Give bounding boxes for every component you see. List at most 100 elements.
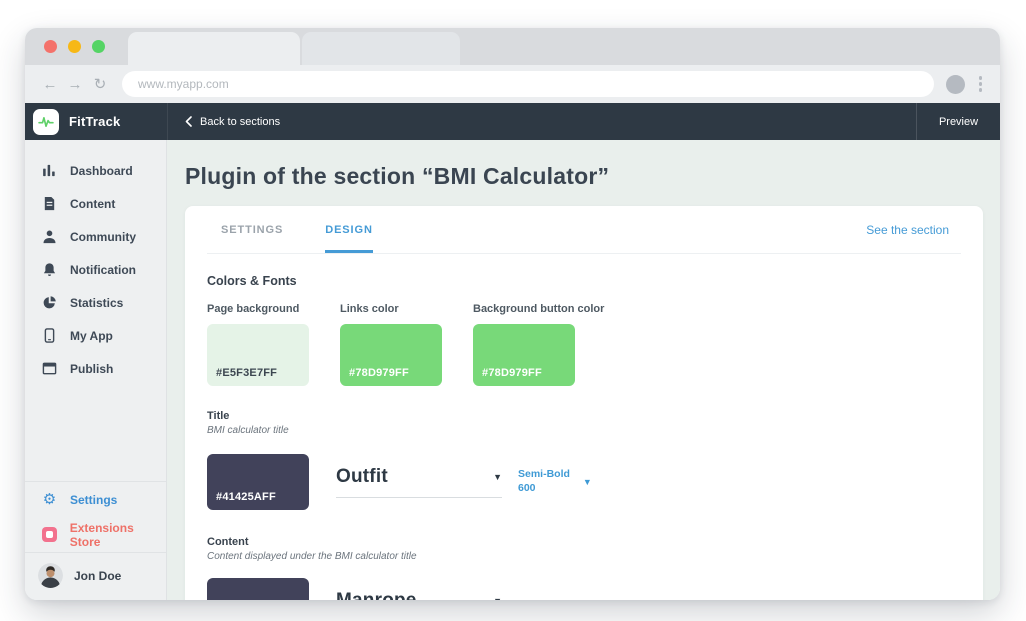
content-font-row: Manrope ▼ Regular 400 ▼ (207, 578, 961, 600)
chevron-down-icon: ▼ (493, 596, 502, 600)
back-arrow-icon[interactable]: ← (42, 75, 58, 93)
sidebar-item-statistics[interactable]: Statistics (25, 286, 166, 319)
sidebar-item-label: Publish (70, 361, 114, 376)
page-title: Plugin of the section “BMI Calculator” (185, 163, 610, 189)
chevron-down-icon: ▼ (582, 477, 592, 487)
color-field-page-background: Page background #E5F3E7FF (207, 303, 309, 386)
close-window-icon[interactable] (44, 40, 57, 53)
font-weight-value: Regular 400 (518, 599, 578, 600)
sidebar-divider (25, 552, 166, 553)
hex-value: #41425AFF (216, 491, 276, 503)
content-field-label: Content (207, 536, 249, 548)
bell-icon (43, 263, 56, 276)
maximize-window-icon[interactable] (92, 40, 105, 53)
sidebar-item-dashboard[interactable]: Dashboard (25, 154, 166, 187)
back-link-label: Back to sections (200, 115, 281, 128)
plugin-card: SETTINGS DESIGN See the section Colors &… (185, 206, 983, 600)
title-field-label: Title (207, 410, 230, 422)
sidebar-item-label: Dashboard (70, 163, 133, 178)
hex-value: #E5F3E7FF (216, 367, 278, 379)
pulse-icon (38, 116, 54, 127)
sidebar-item-notification[interactable]: Notification (25, 253, 166, 286)
sidebar-item-content[interactable]: Content (25, 187, 166, 220)
refresh-icon[interactable]: ↻ (93, 76, 107, 93)
sidebar-item-label: My App (70, 328, 113, 343)
sidebar-item-community[interactable]: Community (25, 220, 166, 253)
forward-arrow-icon[interactable]: → (67, 75, 83, 93)
title-weight-select[interactable]: Semi-Bold 600 ▼ (518, 468, 592, 495)
background-button-swatch[interactable]: #78D979FF (473, 324, 575, 386)
main-content: Plugin of the section “BMI Calculator” S… (167, 140, 1000, 600)
chevron-left-icon (185, 116, 192, 127)
brand-name: FitTrack (69, 114, 121, 129)
sidebar-item-my-app[interactable]: My App (25, 319, 166, 352)
content-font-select[interactable]: Manrope ▼ (336, 590, 502, 600)
bar-chart-icon (43, 164, 55, 177)
color-field-label: Links color (340, 303, 399, 315)
links-color-swatch[interactable]: #78D979FF (340, 324, 442, 386)
font-weight-value: Semi-Bold 600 (518, 468, 570, 494)
person-icon (43, 230, 56, 244)
minimize-window-icon[interactable] (68, 40, 81, 53)
title-field-description: BMI calculator title (207, 425, 289, 436)
document-icon (44, 196, 55, 211)
color-field-links-color: Links color #78D979FF (340, 303, 442, 386)
hex-value: #78D979FF (482, 367, 542, 379)
tab-design[interactable]: DESIGN (325, 206, 373, 253)
extensions-store-icon (42, 527, 57, 542)
address-bar[interactable]: www.myapp.com (122, 71, 934, 97)
color-field-label: Page background (207, 303, 300, 315)
browser-window: ← → ↻ www.myapp.com FitTrack Back to (25, 28, 1000, 600)
sidebar-item-label: Content (70, 196, 116, 211)
browser-tab-strip (25, 28, 1000, 65)
preview-button[interactable]: Preview (938, 115, 979, 128)
smartphone-icon (44, 328, 55, 343)
sidebar-item-settings[interactable]: ⚙ Settings (25, 482, 166, 517)
user-name: Jon Doe (74, 568, 122, 583)
title-font-row: #41425AFF Outfit ▼ Semi-Bold 600 ▼ (207, 454, 961, 510)
browser-tab-current[interactable] (128, 32, 300, 65)
user-menu[interactable]: Jon Doe (25, 553, 166, 600)
sidebar-item-label: Settings (70, 492, 118, 507)
content-weight-select[interactable]: Regular 400 ▼ (518, 599, 599, 600)
sidebar-item-label: Statistics (70, 295, 124, 310)
font-name: Outfit (336, 466, 388, 487)
sidebar: Dashboard Content Community (25, 140, 167, 600)
app-body: Dashboard Content Community (25, 140, 1000, 600)
sidebar-item-label: Extensions Store (69, 520, 134, 549)
card-tabs: SETTINGS DESIGN See the section (207, 206, 961, 254)
browser-menu-icon[interactable] (977, 74, 985, 94)
browser-toolbar: ← → ↻ www.myapp.com (25, 65, 1000, 103)
browser-profile-icon[interactable] (945, 74, 965, 94)
tab-settings[interactable]: SETTINGS (221, 223, 284, 236)
pie-chart-icon (43, 296, 56, 309)
browser-tab-background[interactable] (302, 32, 460, 65)
back-to-sections-link[interactable]: Back to sections (185, 116, 280, 128)
see-the-section-link[interactable]: See the section (866, 222, 949, 237)
content-color-swatch[interactable] (207, 578, 309, 600)
font-name: Manrope (336, 590, 417, 600)
content-field-description: Content displayed under the BMI calculat… (207, 551, 417, 562)
url-text: www.myapp.com (138, 77, 229, 91)
title-color-swatch[interactable]: #41425AFF (207, 454, 309, 510)
sidebar-item-label: Notification (70, 262, 136, 277)
color-field-background-button: Background button color #78D979FF (473, 303, 605, 386)
avatar (38, 563, 63, 588)
chevron-down-icon: ▼ (493, 472, 502, 482)
browser-window-icon (42, 362, 57, 375)
sidebar-footer: ⚙ Settings Extensions Store (25, 481, 166, 600)
title-font-select[interactable]: Outfit ▼ (336, 466, 502, 498)
sidebar-item-publish[interactable]: Publish (25, 352, 166, 385)
sidebar-divider (25, 481, 166, 482)
gear-icon: ⚙ (42, 491, 57, 508)
window-controls (44, 40, 105, 53)
sidebar-item-label: Community (70, 229, 136, 244)
color-fields: Page background #E5F3E7FF Links color #7… (207, 303, 961, 386)
page-background-swatch[interactable]: #E5F3E7FF (207, 324, 309, 386)
color-field-label: Background button color (473, 303, 605, 315)
sidebar-item-extensions-store[interactable]: Extensions Store (25, 517, 166, 552)
hex-value: #78D979FF (349, 367, 409, 379)
app-navbar: FitTrack Back to sections Preview (25, 103, 1000, 140)
colors-fonts-heading: Colors & Fonts (207, 274, 297, 288)
